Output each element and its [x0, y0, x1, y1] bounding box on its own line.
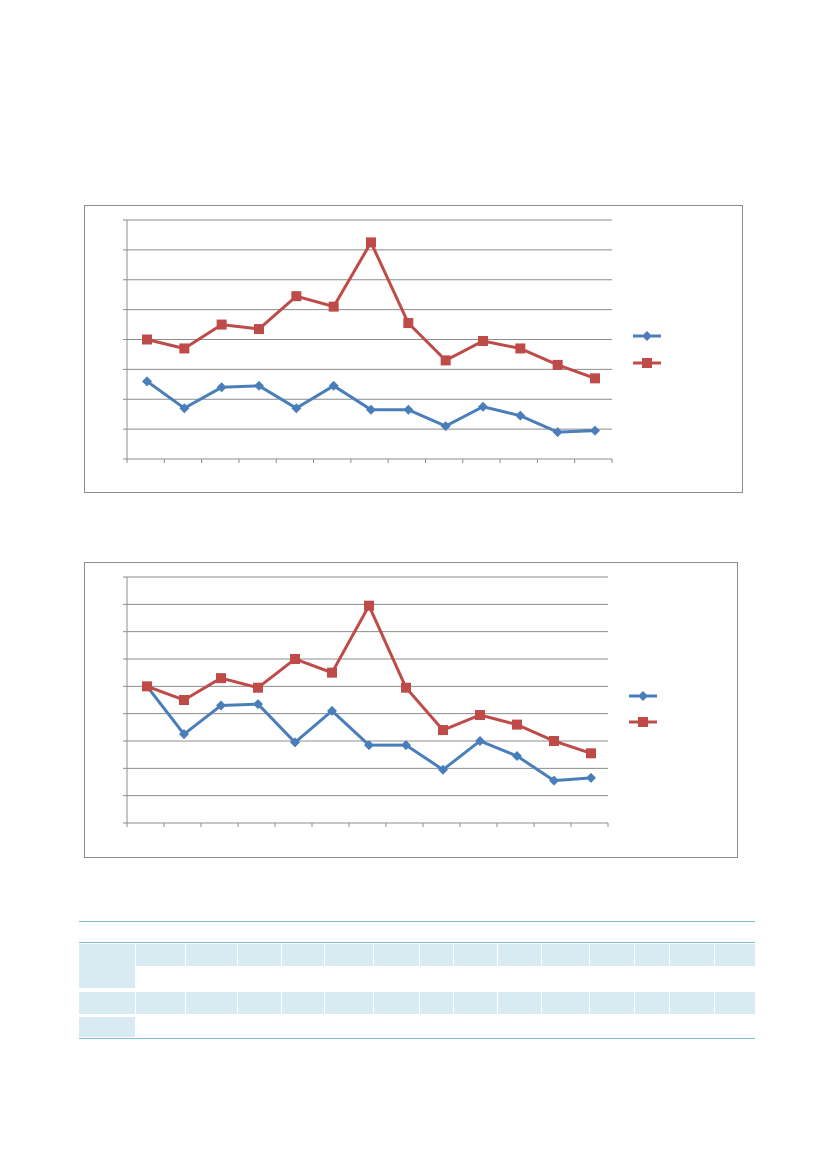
chart-1-plot [123, 219, 661, 463]
series-1-point [549, 775, 559, 786]
series-2-point [552, 359, 563, 370]
chart-2-plot [123, 576, 657, 827]
series-1-point [290, 737, 300, 748]
series-1-point [478, 401, 488, 412]
series-1-point [552, 427, 563, 438]
series-1-line [145, 685, 592, 783]
legend-series-1-marker [638, 691, 648, 701]
series-1-point [364, 740, 374, 751]
series-2-point [179, 695, 189, 705]
series-2-point [590, 373, 600, 384]
series-1-point [475, 736, 485, 746]
series-1-point [328, 380, 339, 391]
series-2-point [364, 600, 374, 611]
series-1-point [216, 382, 227, 393]
data-table [79, 921, 755, 1039]
legend-series-2-marker [638, 717, 648, 727]
table-row-1 [79, 944, 755, 966]
series-2-point [216, 319, 227, 330]
series-2-point [440, 355, 451, 366]
series-2-point [290, 654, 300, 664]
gridlines [127, 219, 612, 430]
series-2-point [327, 667, 337, 678]
table-header-rule [79, 942, 755, 943]
series-2-point [254, 324, 264, 335]
chart-2 [84, 562, 738, 858]
series-2-point [253, 682, 263, 693]
series-2-point [179, 343, 190, 354]
table-bottom-rule [79, 1038, 755, 1039]
series-2-point [586, 748, 596, 759]
series-2-point [142, 334, 152, 345]
series-2-point [142, 681, 152, 692]
series-2-point [438, 725, 448, 736]
series-2-point [403, 318, 414, 329]
series-2-point [216, 673, 226, 684]
series-1-point [515, 410, 526, 421]
series-1-point [401, 740, 411, 751]
series-1-point [216, 700, 226, 711]
series-2-point [478, 335, 488, 346]
series-1-point [366, 404, 376, 415]
series-1-point [586, 772, 596, 783]
series-1-point [590, 425, 600, 436]
series-1-point [327, 705, 337, 716]
series-2-point [549, 736, 559, 746]
series-1-point [440, 421, 451, 432]
table-row-4-header-cell [79, 1017, 135, 1037]
table-row-3 [79, 992, 755, 1014]
legend-series-2-marker [642, 358, 652, 368]
series-2-point [475, 710, 485, 721]
series-1-point [142, 376, 152, 387]
series-2-point [291, 291, 302, 302]
series-1-point [512, 751, 522, 762]
series-2-point [512, 719, 522, 730]
series-1-point [179, 403, 190, 414]
series-2-point [366, 237, 376, 248]
series-2-point [328, 301, 339, 312]
series-1-point [403, 404, 414, 415]
series-2-point [515, 343, 526, 354]
series-1-point [254, 380, 264, 391]
series-1-point [291, 403, 302, 414]
series-2-line [146, 604, 592, 755]
series-2-line [146, 240, 596, 380]
series-1-point [253, 699, 263, 710]
series-1-point [179, 729, 189, 740]
legend-series-1-marker [642, 331, 652, 341]
chart-1 [84, 205, 743, 493]
table-row-2-header-cell [79, 966, 135, 988]
series-1-point [438, 764, 448, 775]
series-2-point [401, 682, 411, 693]
table-top-rule [79, 921, 755, 922]
